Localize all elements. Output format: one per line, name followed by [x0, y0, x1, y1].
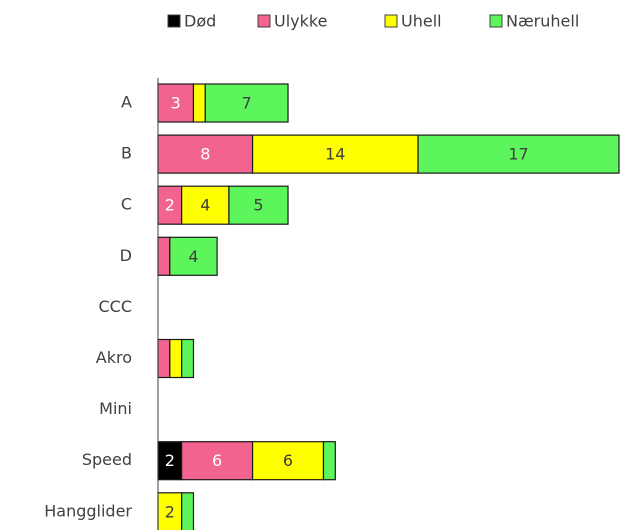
- y-tick-label: D: [120, 246, 132, 265]
- bar-segment: [157, 236, 171, 276]
- data-label: 3: [171, 94, 181, 113]
- bar-segment: [192, 83, 206, 123]
- legend-label: Død: [184, 12, 216, 31]
- bar-segment: [169, 236, 218, 276]
- bar-segment: [251, 441, 325, 481]
- y-tick-label: Speed: [82, 450, 132, 469]
- legend-swatch: [384, 14, 398, 28]
- data-label: 5: [253, 196, 263, 215]
- bar-segment: [417, 134, 620, 174]
- data-label: 4: [200, 196, 210, 215]
- data-label: 6: [283, 451, 293, 470]
- data-label: 2: [165, 196, 175, 215]
- bar-segment: [157, 338, 171, 379]
- y-tick-label: A: [121, 93, 132, 112]
- legend-label: Ulykke: [274, 12, 327, 31]
- legend-swatch: [257, 14, 271, 28]
- bar-segment: [181, 492, 195, 530]
- legend-swatch: [167, 14, 181, 28]
- data-label: 4: [188, 247, 198, 266]
- bar-segment: [322, 441, 336, 481]
- y-tick-label: Akro: [96, 348, 132, 367]
- data-label: 8: [200, 145, 210, 164]
- bar-segment: [181, 338, 195, 379]
- bar-segment: [181, 185, 230, 225]
- bar-segment: [228, 185, 289, 225]
- bar-segment: [169, 338, 183, 379]
- bar-segment: [181, 441, 254, 481]
- y-tick-label: CCC: [98, 297, 132, 316]
- legend-swatch: [489, 14, 503, 28]
- bar-segment: [157, 134, 254, 174]
- y-tick-label: B: [121, 144, 132, 163]
- data-label: 7: [242, 94, 252, 113]
- legend-label: Uhell: [401, 12, 442, 31]
- legend-label: Næruhell: [506, 12, 579, 31]
- data-label: 14: [325, 145, 345, 164]
- data-label: 17: [508, 145, 528, 164]
- y-tick-label: Mini: [99, 399, 132, 418]
- bar-segment: [204, 83, 289, 123]
- y-tick-label: C: [121, 195, 132, 214]
- y-tick-label: Hangglider: [44, 501, 132, 520]
- data-label: 2: [165, 502, 175, 521]
- data-label: 6: [212, 451, 222, 470]
- data-label: 2: [165, 451, 175, 470]
